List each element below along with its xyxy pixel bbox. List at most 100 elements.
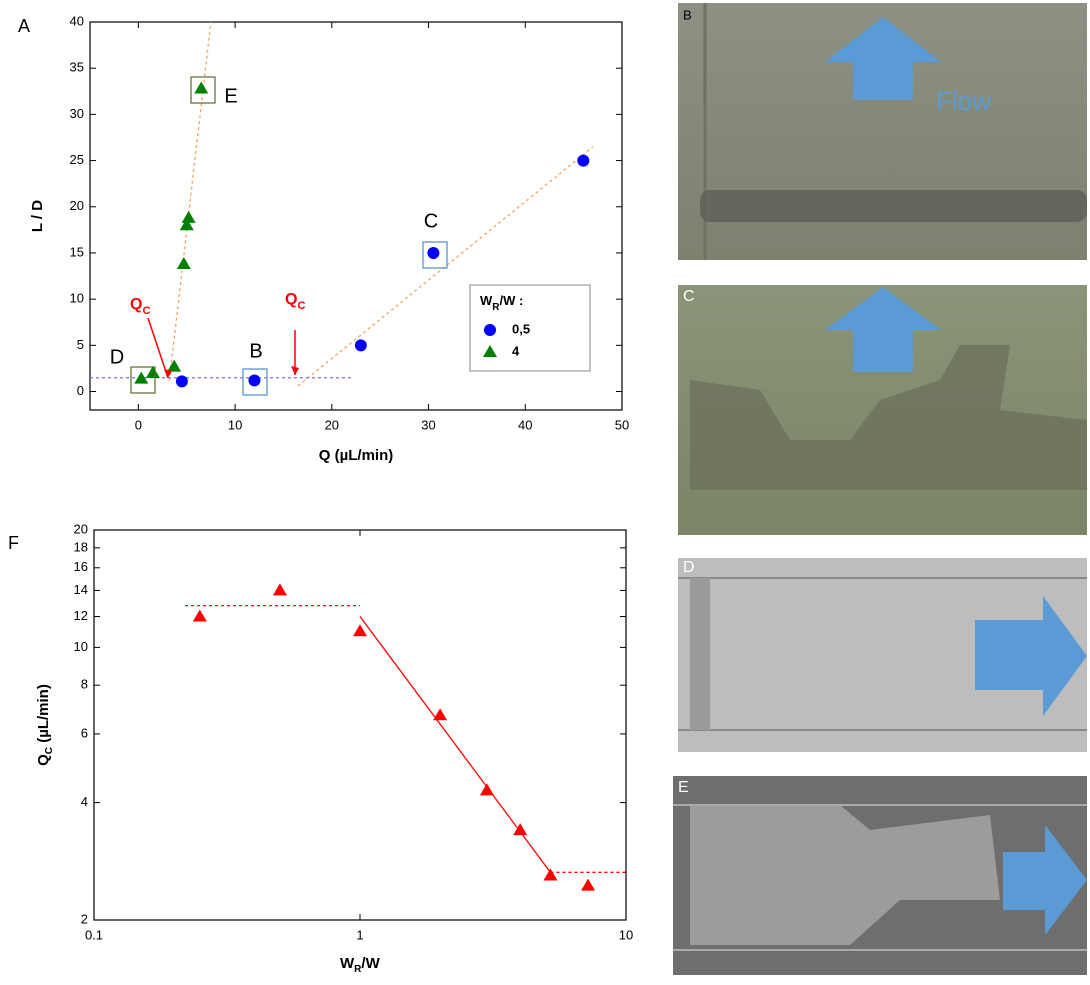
- x-axis-label-rest: /W: [361, 955, 380, 972]
- point-label: C: [424, 210, 438, 232]
- legend-label: 0,5: [512, 321, 530, 336]
- plot-frame: [93, 529, 627, 921]
- point: [181, 210, 196, 223]
- point: [427, 246, 440, 259]
- x-axis-label-sub: R: [354, 964, 362, 975]
- y-tick-label: 20: [74, 521, 88, 536]
- highlight-box: [190, 76, 216, 104]
- legend-marker: [483, 345, 497, 357]
- y-tick-label: 14: [74, 582, 88, 597]
- particle-cluster: [690, 345, 1087, 490]
- particle-cluster: [690, 805, 1000, 945]
- panel-letter: A: [18, 16, 30, 36]
- x-tick-label: 0.1: [85, 927, 103, 942]
- qc-sub: C: [142, 305, 150, 317]
- point: [543, 868, 558, 881]
- particle-band: [690, 578, 710, 730]
- point: [175, 375, 188, 388]
- highlight-box: [242, 368, 268, 396]
- y-tick-label: 30: [70, 106, 84, 121]
- flow-arrow: [825, 17, 941, 100]
- qc-arrow: [147, 317, 169, 379]
- x-tick-label: 10: [228, 417, 242, 432]
- point: [134, 371, 149, 384]
- fit-line: [168, 21, 212, 381]
- legend-title-rest: /W :: [500, 293, 524, 308]
- x-tick-label: 40: [518, 417, 532, 432]
- y-tick-label: 0: [77, 383, 84, 398]
- y-axis-label-sub: C: [44, 747, 55, 754]
- highlight-box: [422, 241, 448, 269]
- x-axis-label: Q (µL/min): [319, 447, 393, 464]
- point: [354, 339, 367, 352]
- y-tick-label: 15: [70, 244, 84, 259]
- y-tick-label: 6: [81, 725, 88, 740]
- point: [194, 81, 209, 94]
- y-tick-label: 25: [70, 152, 84, 167]
- point: [167, 359, 182, 372]
- y-tick-label: 12: [74, 608, 88, 623]
- y-tick-label: 35: [70, 60, 84, 75]
- y-axis-label: QC (µL/min): [35, 684, 55, 766]
- qc-arrowhead: [164, 369, 172, 378]
- point: [176, 257, 191, 270]
- y-tick-label: 10: [70, 291, 84, 306]
- x-tick-label: 10: [619, 927, 633, 942]
- x-tick-label: 1: [356, 927, 363, 942]
- qc-arrowhead: [291, 366, 299, 375]
- point: [179, 218, 194, 231]
- point: [353, 624, 367, 637]
- x-axis-label: WR/W: [340, 955, 381, 975]
- image-label: D: [683, 559, 695, 576]
- point: [272, 583, 287, 596]
- y-tick-label: 18: [74, 539, 88, 554]
- qc-main: Q: [130, 296, 142, 313]
- point: [433, 708, 448, 721]
- point: [248, 374, 261, 387]
- point: [581, 878, 596, 891]
- legend-title-main: W: [480, 293, 493, 308]
- point-label: D: [110, 346, 124, 368]
- particle-band: [700, 190, 1087, 222]
- image-label: E: [678, 779, 689, 796]
- y-axis-label-rest: (µL/min): [35, 684, 52, 747]
- y-axis-label-main: Q: [35, 754, 52, 766]
- qc-label: QC: [130, 296, 150, 317]
- plot-frame: [89, 21, 623, 411]
- qc-sub: C: [297, 300, 305, 312]
- point: [513, 823, 528, 836]
- point-label: B: [249, 340, 262, 362]
- point: [192, 609, 207, 622]
- x-tick-label: 20: [325, 417, 339, 432]
- legend-label: 4: [512, 343, 520, 358]
- y-axis-label: L / D: [29, 200, 46, 232]
- y-tick-label: 8: [81, 677, 88, 692]
- flow-arrow: [1003, 825, 1087, 935]
- highlight-box: [130, 366, 156, 394]
- y-tick-label: 40: [70, 13, 84, 28]
- point: [479, 783, 494, 796]
- flow-label: Flow: [936, 86, 991, 116]
- y-tick-label: 10: [74, 639, 88, 654]
- x-tick-label: 30: [421, 417, 435, 432]
- legend-title: WR/W :: [480, 293, 523, 313]
- x-tick-label: 50: [615, 417, 629, 432]
- panel-letter: F: [8, 533, 19, 553]
- legend-title-sub: R: [492, 302, 500, 313]
- point-label: E: [224, 85, 237, 107]
- qc-label: QC: [285, 291, 305, 312]
- flow-arrow: [975, 596, 1087, 716]
- y-tick-label: 20: [70, 198, 84, 213]
- point: [577, 154, 590, 167]
- image-label: C: [683, 288, 695, 305]
- y-tick-label: 2: [81, 911, 88, 926]
- y-tick-label: 4: [81, 794, 88, 809]
- point: [145, 366, 160, 379]
- qc-main: Q: [285, 291, 297, 308]
- x-axis-label-main: W: [340, 955, 355, 972]
- legend-marker: [484, 324, 496, 336]
- image-label: B: [683, 7, 692, 22]
- x-tick-label: 0: [135, 417, 142, 432]
- flow-arrow: [825, 287, 941, 372]
